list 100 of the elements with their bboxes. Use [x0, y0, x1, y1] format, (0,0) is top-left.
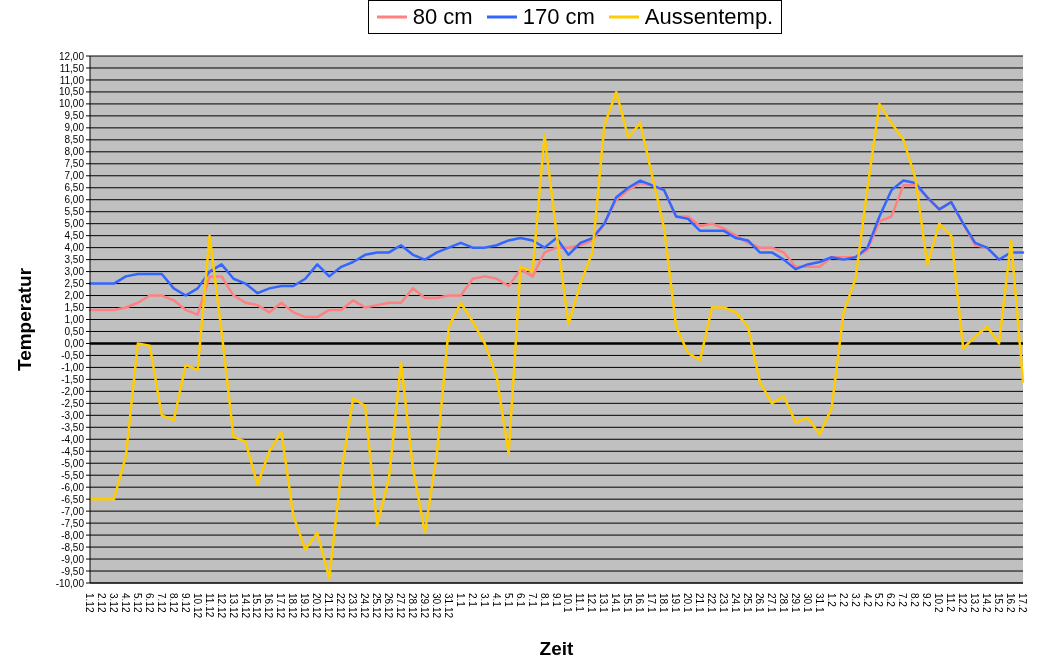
- x-tick-label: 14.1: [610, 593, 622, 613]
- x-tick-label: 19.12: [299, 593, 311, 619]
- x-tick-label: 10.12: [192, 593, 204, 619]
- x-tick-label: 24.1: [730, 593, 742, 613]
- y-axis-title: Temperatur: [13, 267, 35, 372]
- y-tick-label: -5,50: [61, 469, 85, 481]
- y-tick-label: 8,00: [64, 146, 85, 158]
- y-tick-label: 9,00: [64, 122, 85, 134]
- x-tick-label: 9.12: [180, 593, 192, 613]
- y-tick-label: -7,50: [61, 517, 85, 529]
- x-tick-label: 2.12: [96, 593, 108, 613]
- x-tick-label: 24.12: [359, 593, 371, 619]
- x-tick-label: 15.1: [622, 593, 634, 613]
- x-tick-label: 27.1: [766, 593, 778, 613]
- y-tick-label: 0,50: [64, 326, 85, 338]
- x-tick-label: 13.2: [969, 593, 981, 613]
- x-tick-label: 7.2: [897, 593, 909, 608]
- x-tick-label: 10.1: [562, 593, 574, 613]
- x-tick-label: 1.12: [84, 593, 96, 613]
- x-tick-label: 2.1: [467, 593, 479, 608]
- y-tick-label: 4,50: [64, 230, 85, 242]
- x-tick-label: 25.1: [742, 593, 754, 613]
- y-tick-label: -1,00: [61, 361, 85, 373]
- y-tick-label: 10,00: [58, 98, 85, 110]
- y-tick-label: -4,00: [61, 433, 85, 445]
- x-tick-label: 30.1: [802, 593, 814, 613]
- x-tick-label: 30.12: [431, 593, 443, 619]
- x-tick-label: 2.2: [838, 593, 850, 608]
- x-tick-label: 6.2: [885, 593, 897, 608]
- x-tick-label: 7.12: [156, 593, 168, 613]
- y-tick-label: -0,50: [61, 349, 85, 361]
- y-tick-label: -3,00: [61, 409, 85, 421]
- x-tick-label: 16.1: [634, 593, 646, 613]
- y-tick-label: -2,00: [61, 385, 85, 397]
- y-tick-label: -9,50: [61, 565, 85, 577]
- x-tick-label: 11.1: [574, 593, 586, 613]
- x-tick-label: 14.12: [240, 593, 251, 619]
- x-tick-label: 20.12: [311, 593, 323, 619]
- x-tick-label: 21.1: [694, 593, 706, 613]
- y-tick-label: 2,50: [64, 278, 85, 290]
- x-tick-label: 7.1: [527, 593, 539, 608]
- x-tick-label: 5.1: [503, 593, 515, 608]
- y-tick-label: 3,00: [64, 266, 85, 278]
- y-tick-label: -6,50: [61, 493, 85, 505]
- x-tick-label: 12.12: [216, 593, 228, 619]
- x-tick-label: 28.1: [778, 593, 790, 613]
- x-tick-label: 14.2: [981, 593, 993, 613]
- x-tick-label: 31.12: [443, 593, 455, 619]
- y-tick-label: 1,00: [64, 314, 85, 326]
- x-tick-label: 1.2: [826, 593, 838, 608]
- y-tick-label: 3,50: [64, 254, 85, 266]
- x-tick-label: 13.1: [598, 593, 610, 613]
- x-tick-label: 23.1: [718, 593, 730, 613]
- x-tick-label: 29.12: [419, 593, 431, 619]
- x-tick-label: 29.1: [790, 593, 802, 613]
- line-series: [88, 179, 1025, 297]
- line-series: [88, 90, 1025, 580]
- x-tick-label: 3.12: [108, 593, 120, 613]
- x-tick-label: 5.12: [132, 593, 144, 613]
- y-tick-label: -8,50: [61, 541, 85, 553]
- y-tick-label: -3,50: [61, 421, 85, 433]
- x-tick-label: 15.2: [993, 593, 1005, 613]
- x-tick-label: 11.12: [204, 593, 216, 618]
- x-tick-label: 17.2: [1017, 593, 1029, 613]
- y-tick-label: 11,50: [59, 62, 85, 74]
- x-tick-label: 31.1: [814, 593, 826, 613]
- y-tick-label: 12,00: [58, 50, 85, 62]
- x-tick-label: 11.2: [945, 593, 957, 613]
- y-tick-label: 6,50: [64, 182, 85, 194]
- x-tick-label: 4.2: [862, 593, 873, 608]
- y-tick-label: -9,00: [61, 553, 85, 565]
- x-tick-label: 10.2: [933, 593, 945, 613]
- x-tick-label: 12.2: [957, 593, 969, 613]
- y-tick-label: 5,50: [64, 206, 85, 218]
- y-tick-label: -7,00: [61, 505, 85, 517]
- x-tick-label: 28.12: [407, 593, 419, 619]
- y-tick-label: 4,00: [64, 242, 85, 254]
- y-tick-label: -2,50: [61, 397, 85, 409]
- x-tick-label: 17.1: [646, 593, 658, 613]
- x-tick-label: 16.12: [263, 593, 275, 619]
- x-tick-label: 16.2: [1005, 593, 1017, 613]
- y-tick-label: 10,50: [58, 86, 85, 98]
- y-tick-label: 6,00: [64, 194, 85, 206]
- y-tick-label: 0,00: [64, 338, 85, 349]
- x-tick-label: 1.1: [455, 593, 467, 608]
- x-tick-label: 23.12: [347, 593, 359, 619]
- x-tick-label: 17.12: [275, 593, 287, 619]
- x-tick-label: 15.12: [251, 593, 263, 619]
- y-tick-label: -1,50: [61, 373, 85, 385]
- x-tick-label: 22.1: [706, 593, 718, 613]
- x-tick-label: 21.12: [323, 593, 335, 619]
- x-tick-label: 26.12: [383, 593, 395, 619]
- x-tick-label: 18.12: [287, 593, 299, 619]
- y-tick-label: 7,50: [64, 158, 85, 170]
- legend-label: 170 cm: [522, 4, 595, 30]
- x-tick-label: 20.1: [682, 593, 694, 613]
- y-tick-label: 11,00: [59, 74, 85, 86]
- y-tick-label: -5,00: [61, 457, 85, 469]
- y-tick-label: -8,00: [61, 529, 85, 541]
- x-tick-label: 27.12: [395, 593, 407, 619]
